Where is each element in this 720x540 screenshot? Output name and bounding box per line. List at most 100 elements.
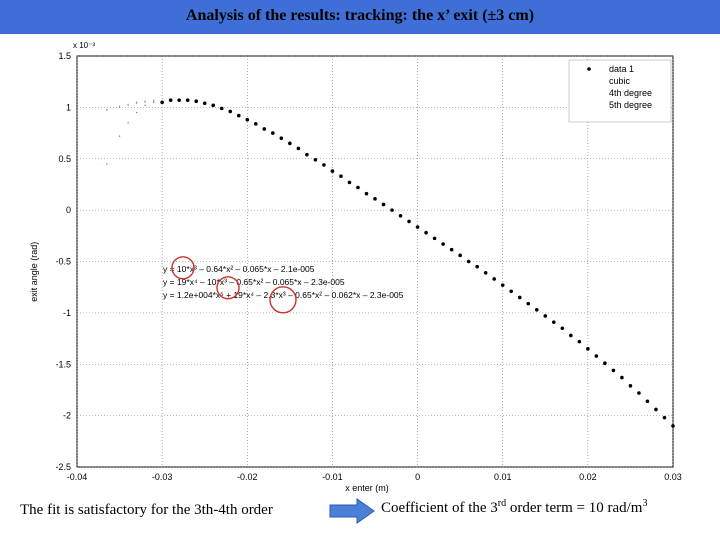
coefficient-note-sup1: rd bbox=[497, 498, 507, 509]
fit-point bbox=[152, 101, 155, 103]
data-point bbox=[458, 253, 462, 258]
data-point bbox=[500, 283, 505, 287]
data-point bbox=[288, 141, 292, 146]
data-point bbox=[236, 113, 241, 118]
chart: -0.04 -0.03 -0.02 -0.01 0 0.01 0.02 0.03 1.5 1 0.5… bbox=[29, 41, 682, 493]
data-point bbox=[603, 361, 607, 366]
x-axis-label: x enter (m) bbox=[345, 483, 389, 493]
data-point bbox=[271, 131, 275, 135]
legend-marker bbox=[587, 67, 591, 71]
data-point bbox=[543, 314, 548, 318]
fit-point bbox=[152, 100, 155, 102]
legend-label: cubic bbox=[609, 76, 631, 86]
data-point bbox=[654, 407, 658, 412]
fit-point bbox=[118, 135, 121, 137]
data-point bbox=[262, 127, 267, 131]
data-point bbox=[645, 399, 650, 404]
data-point bbox=[219, 106, 224, 111]
coefficient-note-prefix: Coefficient of the 3 bbox=[381, 500, 498, 516]
y-tick-label: -1.5 bbox=[55, 359, 71, 369]
series-4 bbox=[106, 99, 155, 111]
data-point bbox=[313, 157, 318, 162]
x-tick-label: 0.01 bbox=[494, 472, 512, 482]
fit-equation: y = 1.2e+004*x⁵ + 19*x⁴ – 2.3*x³ – 0.65*… bbox=[163, 290, 404, 300]
data-point bbox=[160, 100, 164, 105]
data-point bbox=[509, 289, 514, 294]
data-point bbox=[475, 264, 479, 269]
data-point bbox=[552, 320, 556, 324]
data-point bbox=[441, 242, 445, 246]
fit-point bbox=[144, 101, 146, 103]
fit-point bbox=[127, 122, 129, 124]
fit-point bbox=[135, 102, 138, 104]
x-tick-label: -0.02 bbox=[237, 472, 258, 482]
data-point bbox=[466, 259, 471, 264]
data-point bbox=[620, 375, 624, 380]
data-point bbox=[415, 225, 420, 229]
coefficient-note-sup2: 3 bbox=[642, 498, 648, 509]
fit-equation: y = 19*x⁴ – 10*x³ – 0.65*x² – 0.065*x – … bbox=[163, 277, 345, 287]
y-tick-label: -0.5 bbox=[55, 257, 71, 267]
right-arrow-icon bbox=[329, 498, 375, 524]
data-point bbox=[211, 103, 216, 108]
data-point bbox=[594, 354, 599, 358]
data-point bbox=[305, 152, 309, 157]
fit-point bbox=[106, 163, 108, 165]
coefficient-note: Coefficient of the 3rd order term = 10 r… bbox=[381, 498, 647, 517]
fit-point bbox=[152, 99, 155, 101]
data-point bbox=[586, 347, 590, 351]
data-point bbox=[322, 163, 326, 167]
data-point bbox=[637, 391, 641, 395]
data-point bbox=[671, 424, 675, 428]
data-point bbox=[577, 339, 582, 344]
x-tick-label: -0.01 bbox=[322, 472, 343, 482]
data-point bbox=[279, 136, 284, 140]
data-point bbox=[628, 384, 633, 388]
title-bar bbox=[0, 0, 720, 34]
data-point bbox=[517, 295, 522, 300]
highlight-circle bbox=[269, 286, 297, 314]
data-point bbox=[432, 236, 437, 241]
data-point bbox=[339, 174, 343, 179]
data-point bbox=[254, 122, 258, 126]
series-1 bbox=[160, 98, 675, 428]
data-point bbox=[228, 109, 233, 114]
highlight-circle bbox=[216, 276, 240, 300]
coefficient-note-middle: order term = 10 rad/m bbox=[506, 500, 643, 516]
highlight-circle bbox=[171, 256, 195, 280]
data-point bbox=[330, 169, 335, 173]
data-point bbox=[407, 219, 411, 224]
y-tick-label: 0.5 bbox=[58, 154, 71, 164]
data-point bbox=[245, 117, 250, 122]
legend-box bbox=[568, 59, 672, 123]
fit-point bbox=[135, 101, 138, 103]
legend: data 1 cubic 4th degree 5th degree bbox=[568, 59, 672, 123]
data-point bbox=[534, 307, 539, 312]
slide-title: Analysis of the results: tracking: the x… bbox=[185, 7, 535, 24]
legend-label: data 1 bbox=[609, 64, 634, 74]
data-point bbox=[194, 99, 198, 104]
fit-point bbox=[135, 111, 138, 114]
y-tick-label: 0 bbox=[66, 205, 71, 215]
y-axis-label: exit angle (rad) bbox=[29, 242, 39, 302]
data-point bbox=[381, 202, 386, 207]
data-point bbox=[177, 98, 181, 102]
fit-point bbox=[118, 105, 121, 108]
fit-note: The fit is satisfactory for the 3th-4th … bbox=[20, 502, 273, 518]
y-scale-label: x 10⁻³ bbox=[73, 41, 95, 50]
fit-point bbox=[127, 104, 129, 107]
fit-point bbox=[144, 104, 146, 107]
series-3 bbox=[106, 100, 155, 112]
y-tick-label: -1 bbox=[63, 308, 71, 318]
x-tick-label: 0.03 bbox=[664, 472, 682, 482]
data-point bbox=[611, 368, 616, 373]
y-tick-label: -2 bbox=[63, 411, 71, 421]
data-point bbox=[449, 247, 454, 252]
data-point bbox=[356, 185, 360, 190]
y-tick-label: -2.5 bbox=[55, 462, 71, 472]
data-point bbox=[390, 208, 394, 212]
data-point bbox=[526, 301, 531, 306]
series-2 bbox=[106, 101, 155, 165]
data-point bbox=[296, 146, 301, 151]
legend-label: 5th degree bbox=[609, 100, 652, 110]
